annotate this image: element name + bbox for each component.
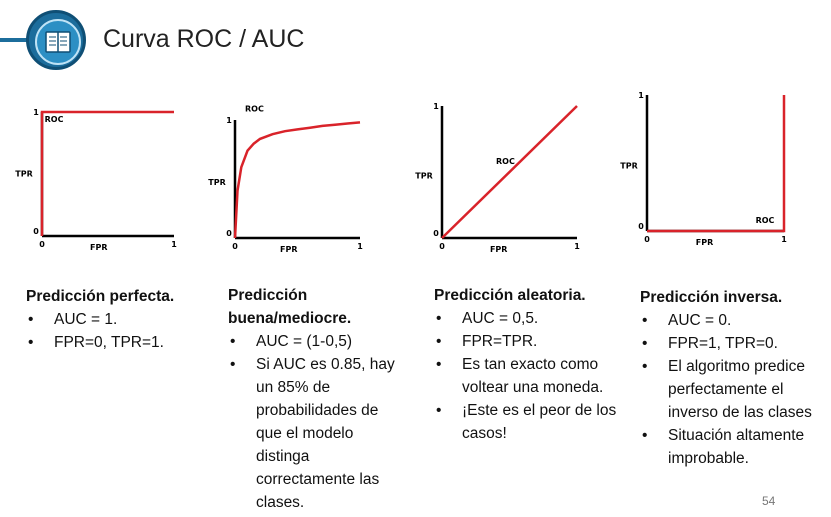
bullet-list: AUC = (1-0,5) Si AUC es 0.85, hay un 85%… [228, 330, 408, 514]
y-tick-label: 1 [226, 116, 232, 125]
list-item: Es tan exacto como voltear una moneda. [434, 353, 619, 399]
book-icon [45, 31, 71, 53]
x-tick-label: 1 [781, 235, 787, 244]
series-label: ROC [245, 105, 264, 114]
y-tick-label: 0 [33, 227, 39, 236]
series-label: ROC [756, 216, 775, 225]
bullet-list: AUC = 1. FPR=0, TPR=1. [26, 308, 206, 354]
list-item: FPR=1, TPR=0. [640, 332, 828, 355]
x-tick-label: 1 [574, 242, 580, 251]
roc-curve [233, 121, 361, 239]
x-axis-label: FPR [696, 238, 714, 247]
page-number: 54 [762, 494, 776, 508]
panel-good: Predicción buena/mediocre. AUC = (1-0,5)… [228, 284, 408, 514]
list-item: AUC = 0. [640, 309, 828, 332]
panel-perfect: Predicción perfecta. AUC = 1. FPR=0, TPR… [26, 285, 206, 354]
list-item: AUC = (1-0,5) [228, 330, 408, 353]
y-tick-label: 1 [33, 108, 39, 117]
panel-title: Predicción inversa. [640, 289, 783, 306]
y-tick-label: 0 [433, 229, 439, 238]
series-label: ROC [496, 157, 515, 166]
bullet-list: AUC = 0,5. FPR=TPR. Es tan exacto como v… [434, 307, 619, 445]
x-axis-label: FPR [490, 245, 508, 254]
x-tick-label: 0 [439, 242, 445, 251]
header-accent-line [0, 38, 42, 42]
roc-chart-good: 00 1 1 FPR TPR ROC [208, 105, 363, 254]
list-item: El algoritmo predice perfectamente el in… [640, 355, 828, 424]
x-axis-label: FPR [280, 245, 298, 254]
bullet-list: AUC = 0. FPR=1, TPR=0. El algoritmo pred… [640, 309, 828, 470]
list-item: FPR=0, TPR=1. [26, 331, 206, 354]
y-axis-label: TPR [620, 161, 637, 170]
list-item: AUC = 0,5. [434, 307, 619, 330]
roc-chart-inverse: 00 1 1 FPR TPR ROC [620, 91, 787, 247]
list-item: ¡Este es el peor de los casos! [434, 399, 619, 445]
x-tick-label: 0 [232, 242, 238, 251]
y-tick-label: 0 [638, 222, 644, 231]
roc-curve [647, 95, 786, 233]
x-tick-label: 0 [39, 240, 45, 249]
panel-inverse: Predicción inversa. AUC = 0. FPR=1, TPR=… [640, 286, 828, 470]
roc-chart-perfect: 00 1 1 FPR TPR ROC [15, 108, 177, 252]
list-item: FPR=TPR. [434, 330, 619, 353]
panel-title: Predicción buena/mediocre. [228, 287, 352, 327]
series-label: ROC [45, 115, 64, 124]
x-tick-label: 0 [644, 235, 650, 244]
x-tick-label: 1 [357, 242, 363, 251]
y-axis-label: TPR [208, 178, 225, 187]
y-axis-label: TPR [415, 172, 432, 181]
panel-title: Predicción aleatoria. [434, 287, 586, 304]
title-badge [26, 10, 86, 70]
y-axis-label: TPR [15, 169, 32, 178]
list-item: Situación altamente improbable. [640, 424, 828, 470]
x-tick-label: 1 [171, 240, 177, 249]
list-item: Si AUC es 0.85, hay un 85% de probabilid… [228, 353, 408, 514]
panel-title: Predicción perfecta. [26, 288, 175, 305]
roc-curve [441, 105, 578, 239]
page-title: Curva ROC / AUC [103, 25, 305, 53]
y-tick-label: 0 [226, 229, 232, 238]
roc-chart-random: 00 1 1 FPR TPR ROC [415, 102, 580, 254]
list-item: AUC = 1. [26, 308, 206, 331]
panel-random: Predicción aleatoria. AUC = 0,5. FPR=TPR… [434, 284, 619, 445]
x-axis-label: FPR [90, 243, 108, 252]
roc-curve [40, 110, 174, 236]
y-tick-label: 1 [638, 91, 644, 100]
y-tick-label: 1 [433, 102, 439, 111]
